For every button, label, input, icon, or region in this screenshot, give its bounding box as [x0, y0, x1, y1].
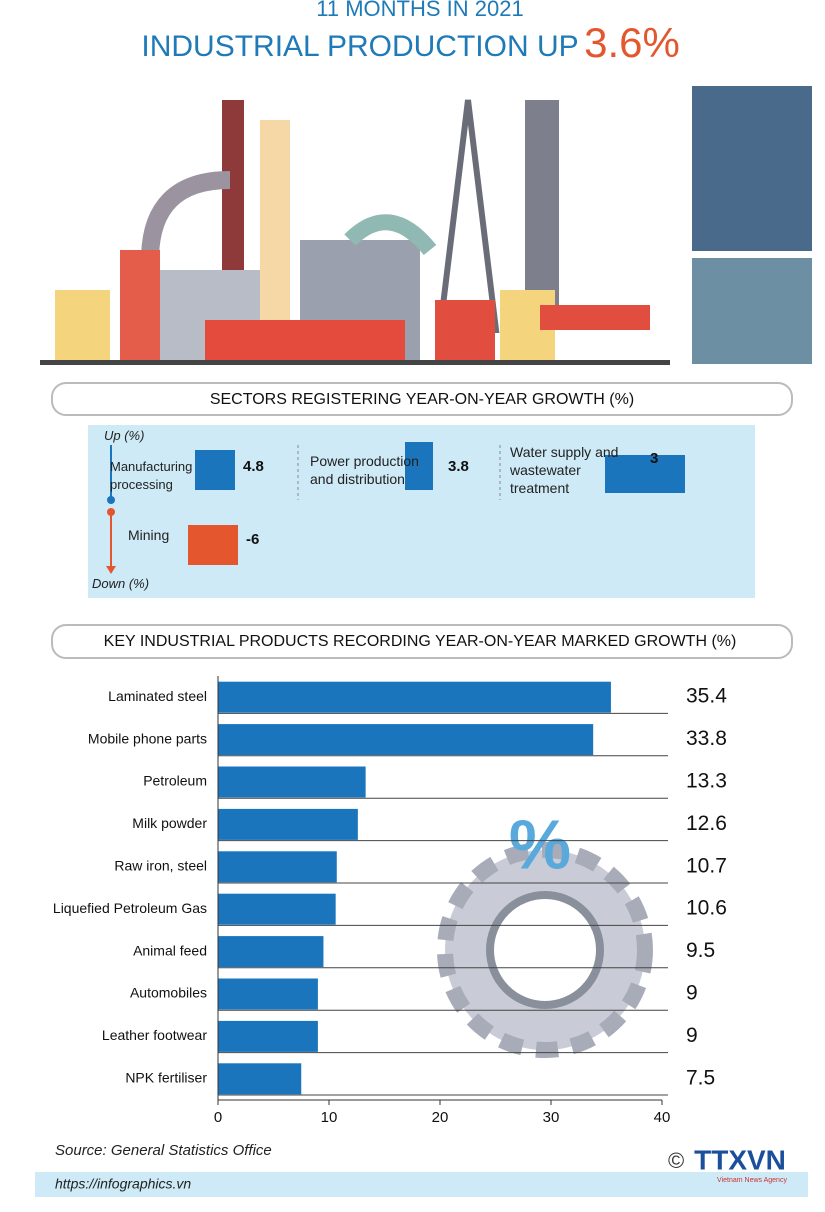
value-label: 9 [686, 1024, 698, 1047]
arrow-head [106, 566, 116, 574]
factory-illustration [40, 99, 670, 365]
up-label: Up (%) [104, 428, 145, 443]
bar [218, 851, 337, 883]
bar [218, 724, 594, 756]
bar [218, 1063, 302, 1095]
headline-highlight: 3.6% [584, 19, 680, 66]
svg-text:%: % [509, 805, 571, 883]
sector-name: Manufacturing processing [110, 459, 193, 492]
value-label: 33.8 [686, 727, 727, 750]
section-header [51, 624, 793, 659]
copyright: © [668, 1148, 684, 1173]
value-label: 10.6 [686, 897, 727, 920]
icon [195, 450, 235, 490]
x-tick-label: 30 [543, 1109, 560, 1126]
chart-title: KEY INDUSTRIAL PRODUCTS RECORDING YEAR-O… [104, 633, 737, 650]
bar [218, 893, 336, 925]
x-tick-label: 0 [214, 1109, 222, 1126]
value-label: 9.5 [686, 939, 715, 962]
bar [218, 978, 318, 1010]
y-tick-label: Milk powder [132, 815, 207, 831]
bar [218, 681, 611, 713]
sector-value: 3.8 [448, 458, 469, 475]
x-tick-label: 40 [654, 1109, 671, 1126]
down-label: Down (%) [92, 576, 150, 591]
x-tick-label: 20 [432, 1109, 449, 1126]
sector-value: -6 [246, 531, 260, 548]
sector-value: 4.8 [243, 458, 264, 475]
value-label: 35.4 [686, 685, 727, 708]
y-tick-label: NPK fertiliser [125, 1070, 207, 1086]
y-tick-label: Petroleum [143, 773, 207, 789]
footer-bar [35, 1172, 808, 1197]
y-tick-label: Automobiles [130, 985, 207, 1001]
value-label: 10.7 [686, 854, 727, 877]
sector-value: 3 [650, 450, 659, 467]
y-tick-label: Leather footwear [102, 1027, 207, 1043]
y-tick-label: Laminated steel [108, 688, 207, 704]
logo: TTXVN [694, 1144, 786, 1175]
x-tick-label: 10 [321, 1109, 338, 1126]
bar [218, 808, 358, 840]
sector-name: Power production and distribution [310, 453, 419, 487]
bar [218, 766, 366, 798]
down-dot [107, 508, 115, 516]
value-label: 12.6 [686, 812, 727, 835]
sector-name: Mining [128, 527, 170, 543]
up-dot [107, 496, 115, 504]
kicker: 11 MONTHS IN 2021 [316, 0, 523, 21]
logo-subtitle: Vietnam News Agency [717, 1177, 787, 1184]
sector-name: Water supply and wastewater treatment [510, 444, 619, 496]
icon [605, 455, 685, 493]
y-tick-label: Liquefied Petroleum Gas [53, 900, 207, 916]
section-header [51, 382, 793, 416]
y-tick-label: Mobile phone parts [88, 730, 207, 746]
value-label: 13.3 [686, 770, 727, 793]
y-tick-label: Animal feed [133, 942, 207, 958]
section-title: SECTORS REGISTERING YEAR-ON-YEAR GROWTH … [210, 391, 634, 408]
icon [188, 525, 238, 565]
bar [218, 936, 324, 968]
gear-illustration: % [437, 805, 653, 1058]
bar [218, 1020, 318, 1052]
photo [692, 258, 812, 364]
value-label: 7.5 [686, 1066, 715, 1089]
y-tick-label: Raw iron, steel [114, 858, 207, 874]
url: https://infographics.vn [55, 1176, 191, 1192]
icon [405, 442, 433, 490]
photo [692, 86, 812, 251]
source: Source: General Statistics Office [55, 1142, 272, 1159]
headline: INDUSTRIAL PRODUCTION UP [141, 30, 578, 63]
value-label: 9 [686, 982, 698, 1005]
